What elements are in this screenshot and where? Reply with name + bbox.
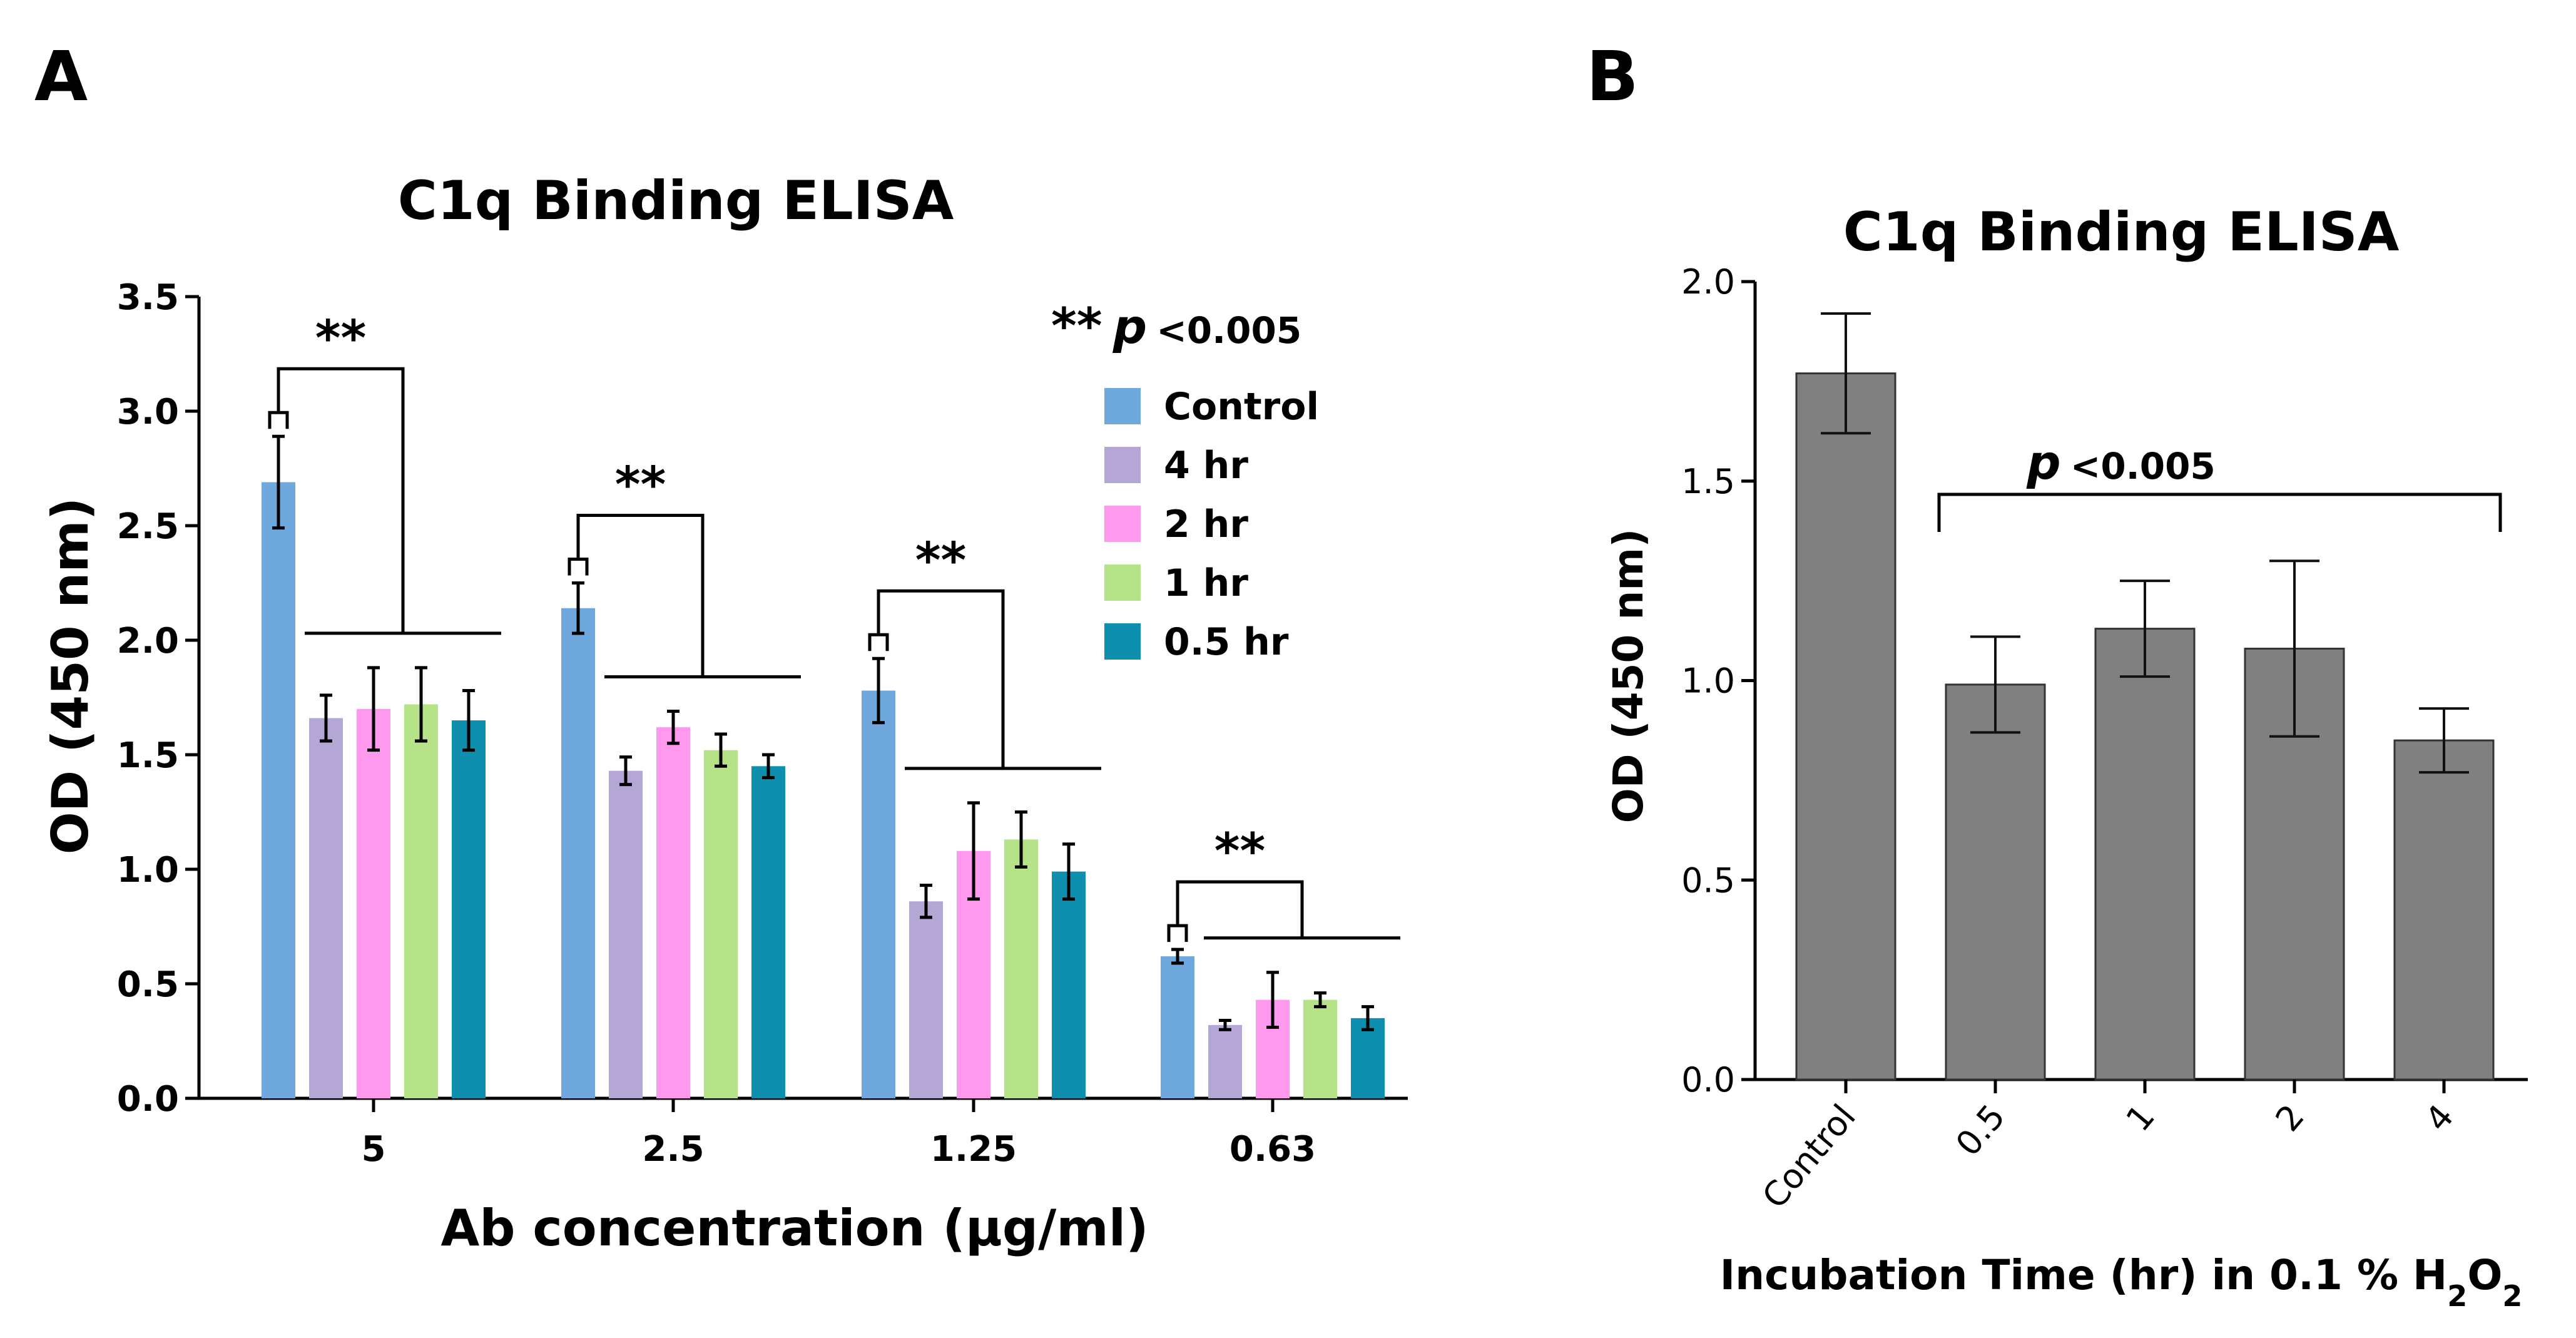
legend-label-2-hr: 2 hr	[1164, 503, 1248, 546]
chart-a-xlabel: Ab concentration (μg/ml)	[440, 1199, 1148, 1257]
chart-b-annotation: p <0.005	[2026, 434, 2216, 490]
bar-1-hr-1.25	[1004, 839, 1038, 1098]
chart-b-xlabel-sub2: 2	[2502, 1279, 2522, 1313]
chart-b-xlabel: Incubation Time (hr) in 0.1 % H2O2	[1720, 1251, 2523, 1313]
significance-stars: **	[615, 457, 666, 514]
chart-b-ylabel: OD (450 nm)	[1604, 529, 1652, 824]
chart-a-y-tick-label: 1.0	[117, 850, 179, 891]
chart-a-y-tick-label: 0.0	[117, 1079, 179, 1120]
significance-stars: **	[915, 533, 967, 589]
chart-b-y-tick-label: 1.5	[1681, 462, 1735, 501]
legend-swatch-2-hr	[1104, 506, 1141, 542]
bar-4-hr-5	[309, 718, 343, 1098]
chart-a-legend-title: ** p <0.005	[1051, 299, 1301, 355]
bar-0.5-hr-2.5	[751, 766, 785, 1098]
bar-0.5-hr-0.63	[1351, 1018, 1385, 1098]
bar-4-hr-1.25	[909, 901, 943, 1098]
bar-1-hr-5	[404, 704, 438, 1098]
bar-1-hr-0.63	[1303, 999, 1337, 1098]
bar-2-hr-2.5	[656, 727, 690, 1098]
bar-4-hr-2.5	[609, 770, 643, 1098]
legend-swatch-control	[1104, 388, 1141, 424]
chart-b-x-tick-label: Control	[1754, 1097, 1863, 1216]
chart-b-title: C1q Binding ELISA	[1843, 201, 2400, 263]
significance-control-bracket	[268, 411, 289, 429]
significance-bracket	[277, 367, 405, 633]
chart-b-xlabel-mid: O	[2467, 1251, 2502, 1299]
legend-title-p: p	[1112, 299, 1147, 354]
significance-stars: **	[315, 310, 367, 367]
legend-swatch-4-hr	[1104, 447, 1141, 483]
chart-b-y-tick-label: 0.5	[1681, 861, 1735, 900]
chart-a-y-tick-label: 2.5	[117, 506, 179, 547]
legend-label-control: Control	[1164, 385, 1319, 429]
bar-control-1.25	[862, 690, 895, 1098]
chart-b-x-tick-label: 1	[2119, 1097, 2162, 1139]
bar-2-hr-5	[357, 708, 390, 1098]
chart-a-y-tick-label: 0.5	[117, 964, 179, 1005]
legend-label-1-hr: 1 hr	[1164, 561, 1248, 605]
bar-0.5	[1945, 683, 2046, 1081]
chart-a-y-tick-label: 3.5	[117, 277, 179, 318]
bar-1	[2094, 628, 2196, 1081]
chart-a-y-tick-label: 2.0	[117, 621, 179, 661]
legend-title-threshold: <0.005	[1156, 309, 1301, 352]
chart-b-y-tick-label: 2.0	[1681, 262, 1735, 302]
panel-b-letter: B	[1586, 36, 1639, 116]
chart-b-x-tick-label: 0.5	[1948, 1097, 2012, 1163]
chart-a-title: C1q Binding ELISA	[398, 170, 954, 232]
chart-a-x-tick-label: 5	[362, 1129, 386, 1170]
bar-4	[2393, 739, 2495, 1081]
significance-bracket	[1176, 880, 1304, 938]
chart-b-x-tick-label: 4	[2418, 1097, 2461, 1139]
significance-bracket	[1937, 493, 2502, 532]
chart-b-y-tick-label: 0.0	[1681, 1060, 1735, 1100]
chart-b-plot: 0.0 0.5 1.0 1.5 2.0 Control 0.5 1 2 4	[1681, 262, 2528, 1216]
chart-a-plot: 0.0 0.5 1.0 1.5 2.0 2.5 3.0 3.5 5 ** 2.5 ** 1.25 ** 0.…	[117, 277, 1408, 1170]
bar-control	[1795, 372, 1896, 1081]
significance-control-bracket	[568, 558, 589, 576]
chart-a-x-tick-label: 0.63	[1229, 1129, 1316, 1170]
panel-a-letter: A	[34, 36, 88, 116]
bar-control-2.5	[561, 608, 595, 1098]
chart-a-x-tick-label: 1.25	[930, 1129, 1017, 1170]
legend-swatch-0.5-hr	[1104, 623, 1141, 660]
bar-0.5-hr-1.25	[1052, 871, 1086, 1098]
legend-label-4-hr: 4 hr	[1164, 444, 1248, 488]
chart-b-xlabel-sub1: 2	[2447, 1279, 2467, 1313]
annotation-threshold: <0.005	[2070, 445, 2216, 488]
chart-a-y-tick-label: 3.0	[117, 392, 179, 432]
chart-b-x-tick-label: 2	[2268, 1097, 2312, 1139]
bar-control-0.63	[1161, 956, 1194, 1098]
bar-4-hr-0.63	[1208, 1024, 1242, 1098]
legend-label-0.5-hr: 0.5 hr	[1164, 620, 1289, 664]
significance-control-bracket	[868, 633, 889, 651]
bar-1-hr-2.5	[704, 750, 738, 1098]
chart-a-y-tick-label: 1.5	[117, 735, 179, 776]
significance-stars: **	[1214, 824, 1266, 880]
legend-swatch-1-hr	[1104, 564, 1141, 601]
significance-bracket	[576, 514, 705, 677]
annotation-p: p	[2026, 434, 2060, 490]
chart-b-y-tick-label: 1.0	[1681, 661, 1735, 701]
chart-a-ylabel: OD (450 nm)	[41, 498, 99, 855]
chart-b-xlabel-main: Incubation Time (hr) in 0.1 % H	[1720, 1251, 2448, 1299]
significance-control-bracket	[1167, 924, 1188, 942]
bar-control-5	[262, 482, 295, 1098]
legend-title-stars: **	[1051, 299, 1102, 355]
chart-a-x-tick-label: 2.5	[642, 1129, 704, 1170]
bar-0.5-hr-5	[452, 720, 486, 1098]
significance-bracket	[877, 589, 1005, 769]
